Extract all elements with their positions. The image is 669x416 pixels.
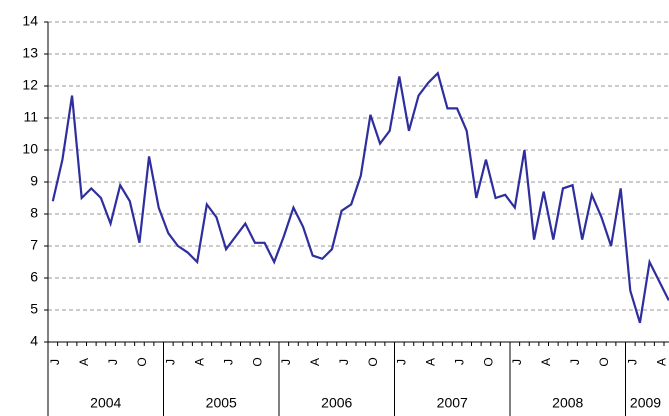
x-tick-label: A <box>193 358 207 366</box>
y-tick-label: 10 <box>22 141 38 157</box>
x-tick-label: O <box>366 357 380 366</box>
x-tick-label: J <box>568 359 582 365</box>
y-tick-label: 4 <box>30 333 38 349</box>
x-tick-label: O <box>481 357 495 366</box>
x-tick-label: A <box>308 358 322 366</box>
y-tick-label: 14 <box>22 13 38 29</box>
x-tick-label: J <box>221 359 235 365</box>
year-label: 2007 <box>437 395 468 411</box>
year-label: 2006 <box>321 395 352 411</box>
x-tick-label: J <box>164 359 178 365</box>
x-tick-label: J <box>48 359 62 365</box>
x-tick-label: A <box>77 358 91 366</box>
x-tick-label: J <box>510 359 524 365</box>
x-tick-label: J <box>106 359 120 365</box>
line-series <box>51 71 669 324</box>
x-tick-label: O <box>135 357 149 366</box>
year-label: 2005 <box>206 395 237 411</box>
x-tick-label: O <box>597 357 611 366</box>
x-tick-label: A <box>424 358 438 366</box>
y-tick-label: 6 <box>30 269 38 285</box>
y-tick-label: 12 <box>22 77 38 93</box>
x-tick-label: A <box>655 358 669 366</box>
y-tick-label: 13 <box>22 45 38 61</box>
y-tick-label: 5 <box>30 301 38 317</box>
x-tick-label: J <box>395 359 409 365</box>
y-tick-label: 8 <box>30 205 38 221</box>
x-tick-label: J <box>626 359 640 365</box>
y-tick-label: 7 <box>30 237 38 253</box>
y-tick-label: 9 <box>30 173 38 189</box>
x-tick-label: J <box>337 359 351 365</box>
year-label: 2009 <box>630 395 661 411</box>
x-tick-label: J <box>452 359 466 365</box>
x-tick-label: A <box>539 358 553 366</box>
x-tick-label: J <box>279 359 293 365</box>
year-label: 2004 <box>90 395 121 411</box>
y-tick-label: 11 <box>23 109 38 125</box>
x-tick-label: O <box>250 357 264 366</box>
year-label: 2008 <box>552 395 583 411</box>
